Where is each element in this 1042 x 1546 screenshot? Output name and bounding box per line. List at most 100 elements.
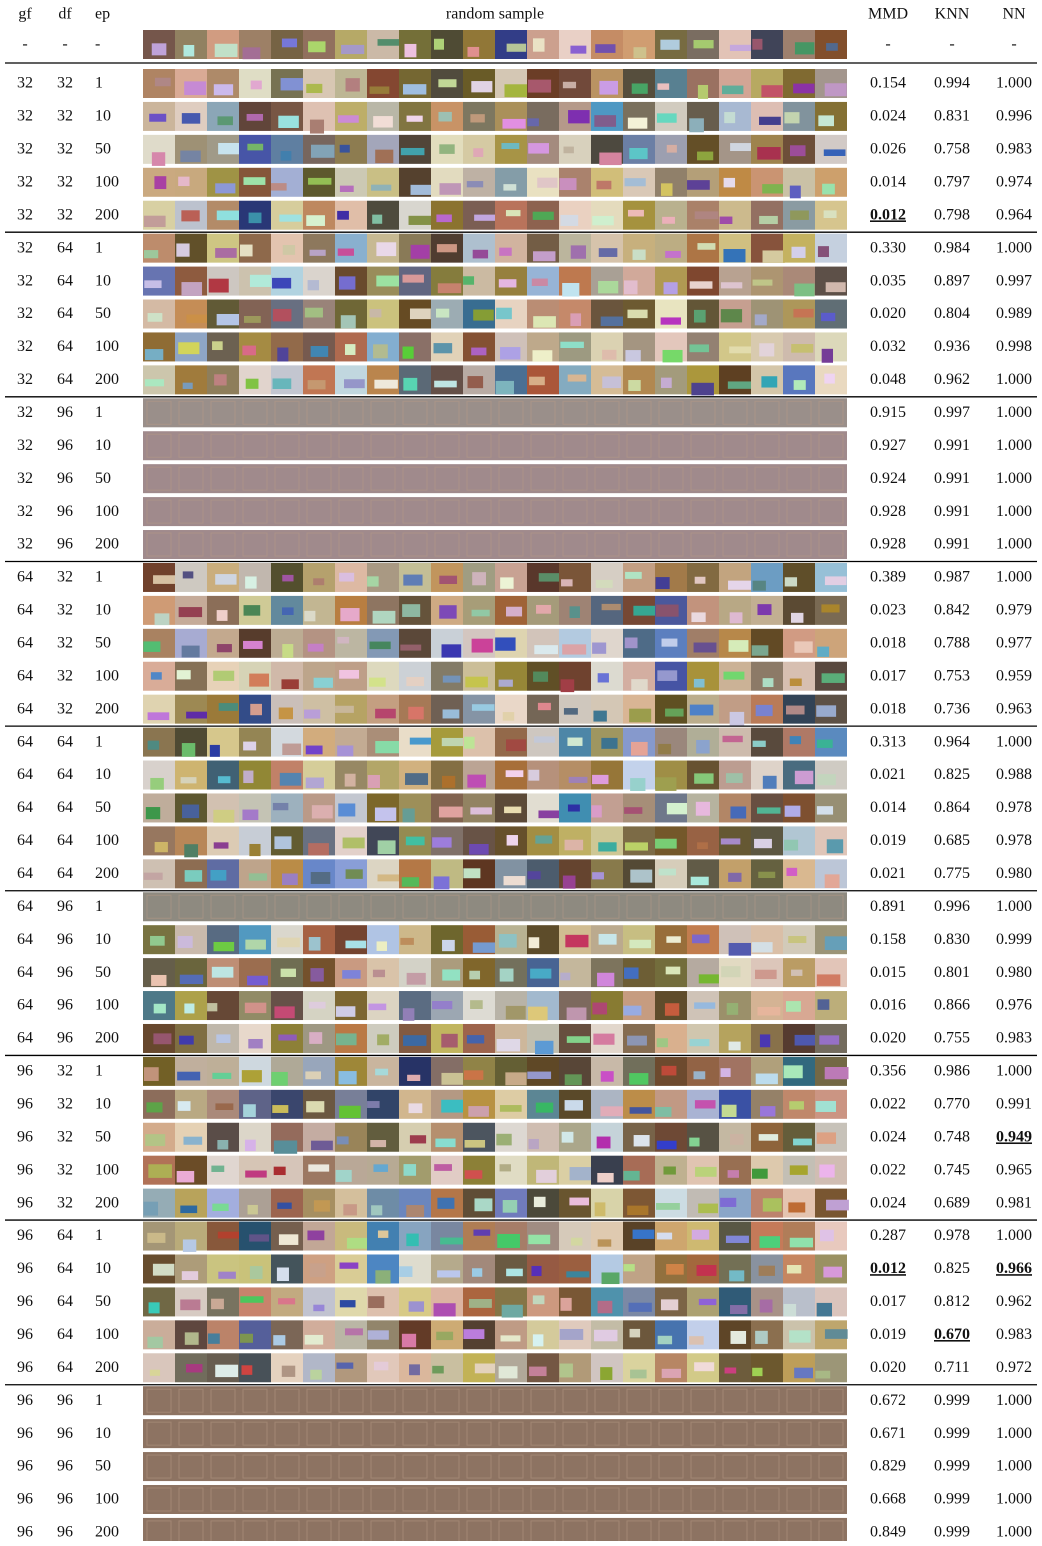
table-cell: 0.022 [870,1096,906,1113]
sample-detail [182,805,199,819]
table-cell: 0.672 [870,1392,906,1409]
sample-detail [561,579,573,586]
sample-detail [282,1366,295,1377]
sample-detail [536,1103,553,1113]
sample-detail [242,1070,262,1082]
sample-detail [403,1008,415,1021]
table-cell: 64 [57,1227,73,1244]
sample-detail [729,1042,741,1051]
sample-detail [370,1140,386,1147]
sample-detail [436,1332,453,1340]
sample-detail [497,1039,521,1051]
sample-detail [571,1238,582,1246]
table-cell: 0.991 [996,1096,1032,1113]
sample-detail [815,1371,830,1379]
sample-detail [409,1103,423,1113]
table-cell: 0.736 [934,700,970,717]
table-cell: 0.999 [934,1491,970,1508]
table-cell: 0.996 [934,898,970,915]
table-cell: 0.962 [996,1293,1032,1310]
sample-detail [756,705,773,716]
sample-detail [598,281,618,293]
sample-strip [143,332,847,362]
table-cell: 96 [17,1096,33,1113]
sample-detail [697,243,715,250]
table-cell: 96 [57,437,73,454]
column-header: df [58,6,72,23]
sample-strip [143,1518,847,1541]
table-cell: 96 [57,470,73,487]
sample-detail [408,707,423,720]
sample-detail [506,210,521,216]
sample-detail [180,1299,200,1310]
noise-sample [143,1419,847,1448]
table-cell: 0.891 [870,898,906,915]
sample-detail [432,837,451,847]
sample-strip [143,234,847,263]
sample-detail [436,309,449,318]
table-cell: 0.745 [934,1161,970,1178]
table-cell: 100 [95,997,119,1014]
table-cell: 64 [57,1293,73,1310]
sample-detail [562,283,579,297]
sample-strip [143,1057,849,1086]
sample-image [687,1123,719,1152]
sample-strip [143,925,847,955]
sample-strip [143,596,847,625]
sample-detail [438,283,461,293]
sample-detail [560,215,578,226]
sample-detail [437,1198,454,1209]
sample-detail [598,1239,612,1246]
sample-image [783,69,815,98]
sample-detail [371,1205,382,1215]
table-cell: 50 [95,305,111,322]
sample-detail [247,144,263,151]
sample-detail [627,1206,648,1215]
sample-detail [537,178,557,188]
column-header: KNN [935,6,970,23]
table-cell: 1.000 [996,437,1032,454]
table-cell: 200 [95,1524,119,1541]
sample-image [495,135,527,164]
sample-image [143,1353,175,1382]
sample-strip [143,991,847,1021]
sample-detail [243,47,261,59]
sample-detail [761,85,782,97]
table-cell: 0.991 [934,536,970,553]
sample-detail [249,873,267,880]
sample-detail [305,1071,321,1079]
sample-detail [760,1300,773,1313]
table-cell: 200 [95,206,119,223]
sample-image [207,629,239,658]
sample-detail [820,1230,834,1242]
sample-image [527,1057,559,1086]
table-cell: 1 [95,1392,103,1409]
sample-detail [469,971,480,980]
sample-detail [570,606,580,618]
sample-detail [437,1270,460,1277]
table-cell: 32 [17,338,33,355]
sample-detail [499,680,513,687]
sample-detail [721,1068,731,1077]
sample-detail [791,970,802,976]
table-cell: 0.986 [934,1063,970,1080]
sample-image [399,1057,431,1086]
sample-detail [279,215,301,222]
sample-detail [336,1363,353,1369]
table-cell: 0.988 [996,766,1032,783]
sample-detail [535,835,552,843]
sample-detail [217,116,232,125]
sample-detail [373,970,385,977]
table-cell: 64 [17,964,33,981]
sample-detail [824,374,835,384]
sample-detail [562,644,586,654]
sample-detail [336,1170,352,1182]
table-cell: 64 [17,799,33,816]
sample-detail [183,45,194,56]
sample-detail [785,577,797,586]
table-cell: 100 [95,1161,119,1178]
sample-detail [155,78,171,87]
table-cell: 0.994 [934,75,970,92]
sample-detail [434,1303,456,1316]
sample-detail [787,1265,801,1273]
